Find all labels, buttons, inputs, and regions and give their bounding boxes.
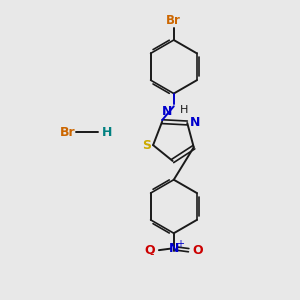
Text: O: O (192, 244, 203, 257)
Text: N: N (190, 116, 200, 129)
Text: N: N (162, 105, 172, 119)
Text: H: H (102, 126, 112, 139)
Text: -: - (149, 248, 153, 261)
Text: S: S (142, 139, 151, 152)
Text: +: + (176, 239, 184, 249)
Text: O: O (145, 244, 155, 257)
Text: N: N (169, 242, 179, 255)
Text: H: H (180, 105, 189, 116)
Text: Br: Br (60, 126, 76, 139)
Text: Br: Br (166, 14, 181, 27)
